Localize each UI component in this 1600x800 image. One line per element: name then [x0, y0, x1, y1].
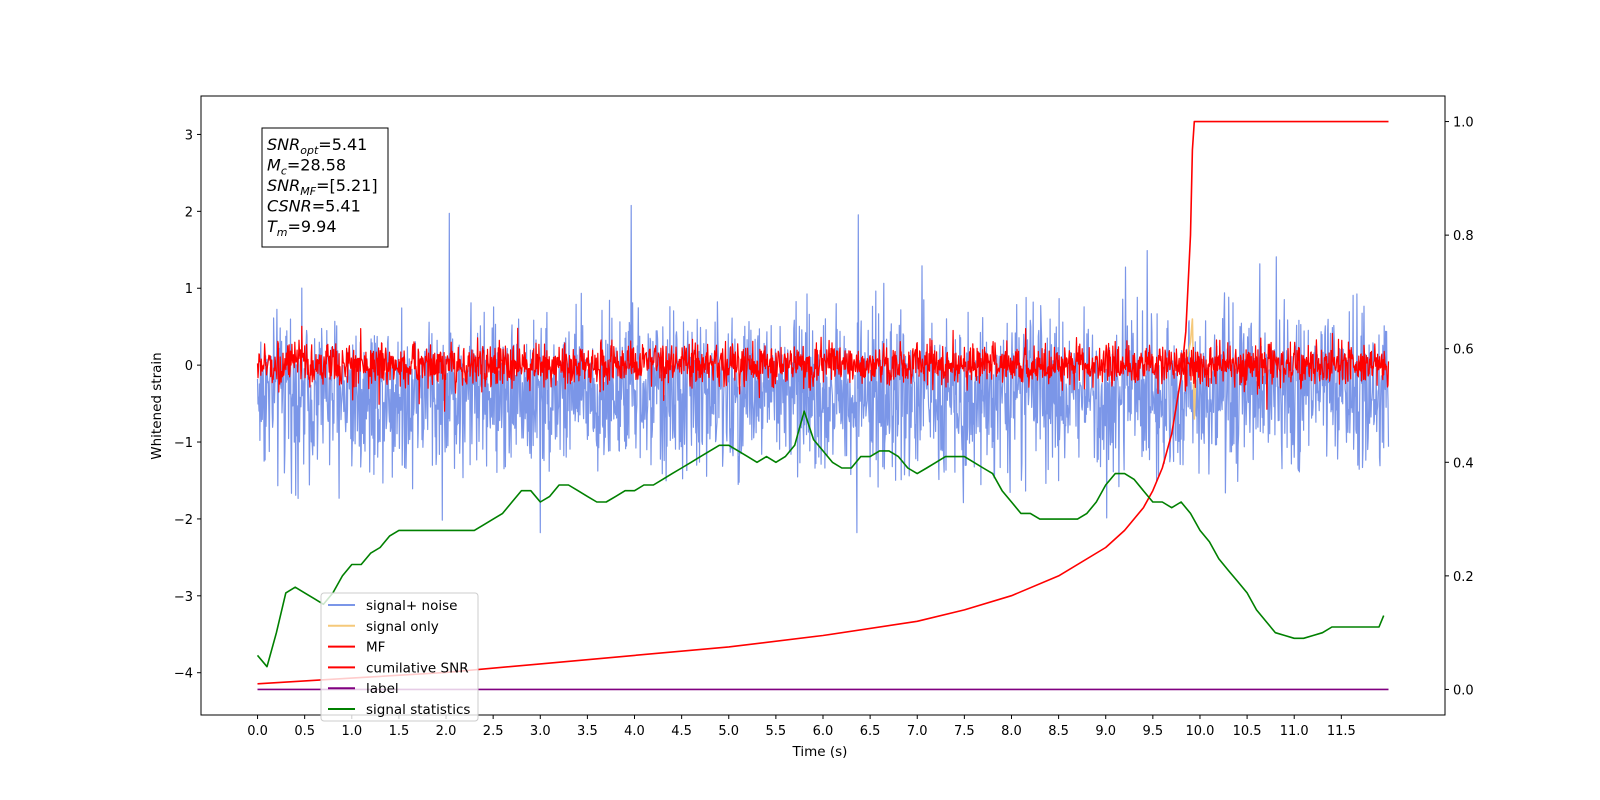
legend-label: MF [366, 640, 385, 656]
series-layer [256, 120, 1390, 691]
legend-label: signal+ noise [366, 598, 457, 614]
x-tick-label: 5.5 [766, 724, 787, 739]
y2-tick-label: 0.8 [1453, 229, 1474, 244]
x-tick-label: 10.0 [1185, 724, 1214, 739]
x-tick-label: 9.0 [1095, 724, 1116, 739]
x-tick-label: 11.0 [1280, 724, 1309, 739]
x-tick-label: 2.0 [436, 724, 457, 739]
y-tick-label: 0 [185, 359, 193, 374]
x-axis-label: Time (s) [792, 744, 848, 760]
annotation-line: SNRopt=5.41 [267, 135, 367, 157]
x-tick-label: 9.5 [1143, 724, 1164, 739]
legend-frame [320, 592, 479, 722]
y2-tick-label: 1.0 [1453, 116, 1474, 131]
x-tick-label: 6.5 [860, 724, 881, 739]
y-axis-label: Whitened strain [149, 352, 165, 459]
legend-label: signal only [366, 619, 439, 635]
y-tick-label: 3 [185, 128, 193, 143]
x-tick-label: 2.5 [483, 724, 504, 739]
x-tick-label: 8.5 [1048, 724, 1069, 739]
legend-label: signal statistics [366, 702, 470, 718]
y-tick-label: −2 [174, 513, 193, 528]
x-axis: 0.0 0.5 1.0 1.5 2.0 2.5 3.0 3.5 4.0 4.5 5.0 5.5 6.0 6… [247, 715, 1356, 739]
y2-tick-label: 0.6 [1453, 343, 1474, 358]
x-tick-label: 1.5 [389, 724, 410, 739]
series-signal-only [1185, 318, 1197, 420]
annotation-frame [261, 127, 389, 248]
x-tick-label: 11.5 [1327, 724, 1356, 739]
x-tick-label: 3.5 [577, 724, 598, 739]
x-tick-label: 7.5 [954, 724, 975, 739]
x-tick-label: 4.5 [671, 724, 692, 739]
x-tick-label: 3.0 [530, 724, 551, 739]
x-tick-label: 6.0 [813, 724, 834, 739]
x-tick-label: 7.0 [907, 724, 928, 739]
y2-tick-label: 0.4 [1453, 456, 1474, 471]
x-tick-label: 5.0 [718, 724, 739, 739]
series-cumilative-snr [257, 120, 1389, 685]
y-axis-right: 1.0 0.8 0.6 0.4 0.2 0.0 [1445, 116, 1474, 698]
y-tick-label: 2 [185, 205, 193, 220]
y-tick-label: −4 [174, 667, 193, 682]
annotation-box: SNRopt=5.41Mc=28.58SNRMF=[5.21]CSNR=5.41… [261, 127, 389, 248]
y-tick-label: −3 [174, 590, 193, 605]
series-mf [256, 325, 1390, 412]
x-tick-label: 0.0 [247, 724, 268, 739]
x-tick-label: 0.5 [294, 724, 315, 739]
series-signal-statistics [256, 410, 1385, 668]
y-tick-label: 1 [185, 282, 193, 297]
y2-tick-label: 0.0 [1453, 683, 1474, 698]
legend: signal+ noise signal only MF cumilative SNR… [320, 592, 479, 722]
annotation-line: SNRMF=[5.21] [267, 176, 378, 198]
x-tick-label: 8.0 [1001, 724, 1022, 739]
y-tick-label: −1 [174, 436, 193, 451]
y-axis-left: 3 2 1 0 −1 −2 −3 −4 [174, 128, 201, 682]
x-tick-label: 10.5 [1233, 724, 1262, 739]
annotation-line: CSNR=5.41 [267, 197, 361, 216]
x-tick-label: 1.0 [341, 724, 362, 739]
annotation-line: Mc=28.58 [267, 156, 346, 178]
x-tick-label: 4.0 [624, 724, 645, 739]
annotation-line: Tm=9.94 [267, 217, 337, 239]
legend-label: label [366, 681, 399, 697]
y2-tick-label: 0.2 [1453, 570, 1474, 585]
legend-label: cumilative SNR [366, 660, 469, 676]
